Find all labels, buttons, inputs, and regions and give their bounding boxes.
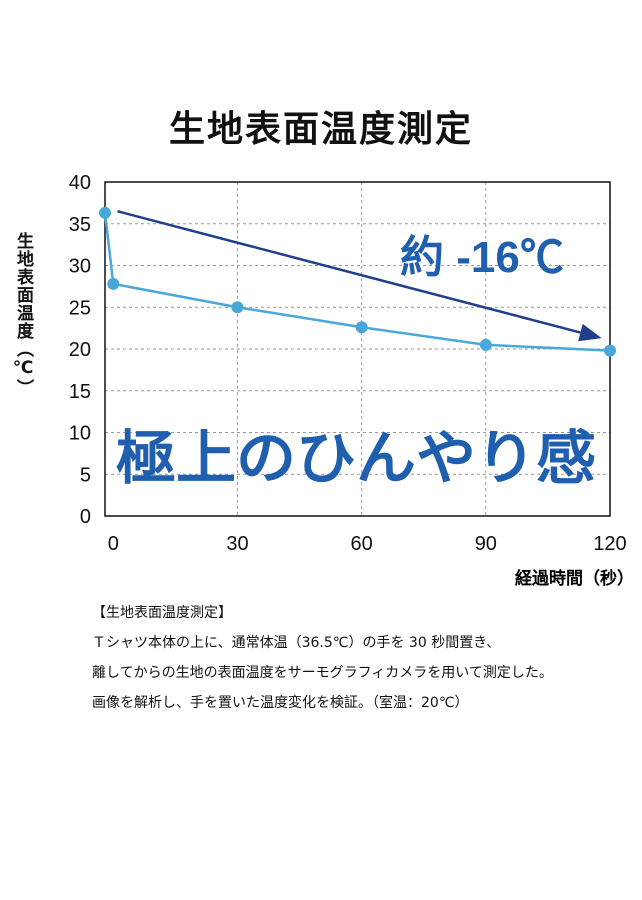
note-line: 離してからの生地の表面温度をサーモグラフィカメラを用いて測定した。 (92, 665, 553, 681)
x-tick-label: 60 (351, 533, 373, 555)
y-tick-label: 35 (69, 214, 91, 236)
note-heading: 【生地表面温度測定】 (92, 605, 232, 621)
y-tick-label: 10 (69, 423, 91, 445)
tick-labels: 0 5 10 15 20 25 30 35 40 0 30 60 90 120 (69, 172, 627, 555)
data-point (99, 206, 111, 219)
data-point (604, 344, 616, 357)
measurement-note: 【生地表面温度測定】 Ｔシャツ本体の上に、通常体温（36.5℃）の手を 30 秒… (92, 598, 632, 718)
line-chart: 0 5 10 15 20 25 30 35 40 0 30 60 90 120 約 -16℃ 極上のひんや… (69, 172, 634, 589)
y-tick-label: 0 (80, 506, 91, 528)
data-point (355, 321, 368, 334)
y-tick-label: 30 (69, 256, 91, 278)
drop-annotation: 約 -16℃ (400, 233, 564, 282)
series (99, 206, 616, 357)
slogan-annotation: 極上のひんやり感 (116, 424, 596, 492)
x-axis-label: 経過時間（秒） (515, 568, 634, 589)
x-tick-label: 0 (108, 533, 119, 555)
y-tick-label: 20 (69, 339, 91, 361)
y-tick-label: 40 (69, 172, 91, 194)
data-point (107, 277, 120, 290)
note-line: 画像を解析し、手を置いた温度変化を検証。（室温：20℃） (92, 695, 469, 711)
trend-arrow-head (578, 323, 602, 342)
note-line: Ｔシャツ本体の上に、通常体温（36.5℃）の手を 30 秒間置き、 (92, 635, 501, 651)
y-axis-label: 生地表面温度（℃） (13, 232, 33, 397)
trend-arrow (117, 210, 602, 342)
chart-title: 生地表面温度測定 (168, 109, 473, 150)
x-tick-label: 120 (593, 533, 626, 555)
grid (105, 182, 610, 516)
x-tick-label: 30 (226, 533, 248, 555)
series-line (103, 212, 611, 352)
data-point (479, 338, 492, 351)
x-tick-label: 90 (475, 533, 497, 555)
y-tick-label: 25 (69, 297, 91, 319)
y-tick-label: 5 (80, 464, 91, 486)
data-point (231, 301, 244, 314)
y-tick-label: 15 (69, 381, 91, 403)
trend-arrow-shaft (117, 210, 581, 334)
